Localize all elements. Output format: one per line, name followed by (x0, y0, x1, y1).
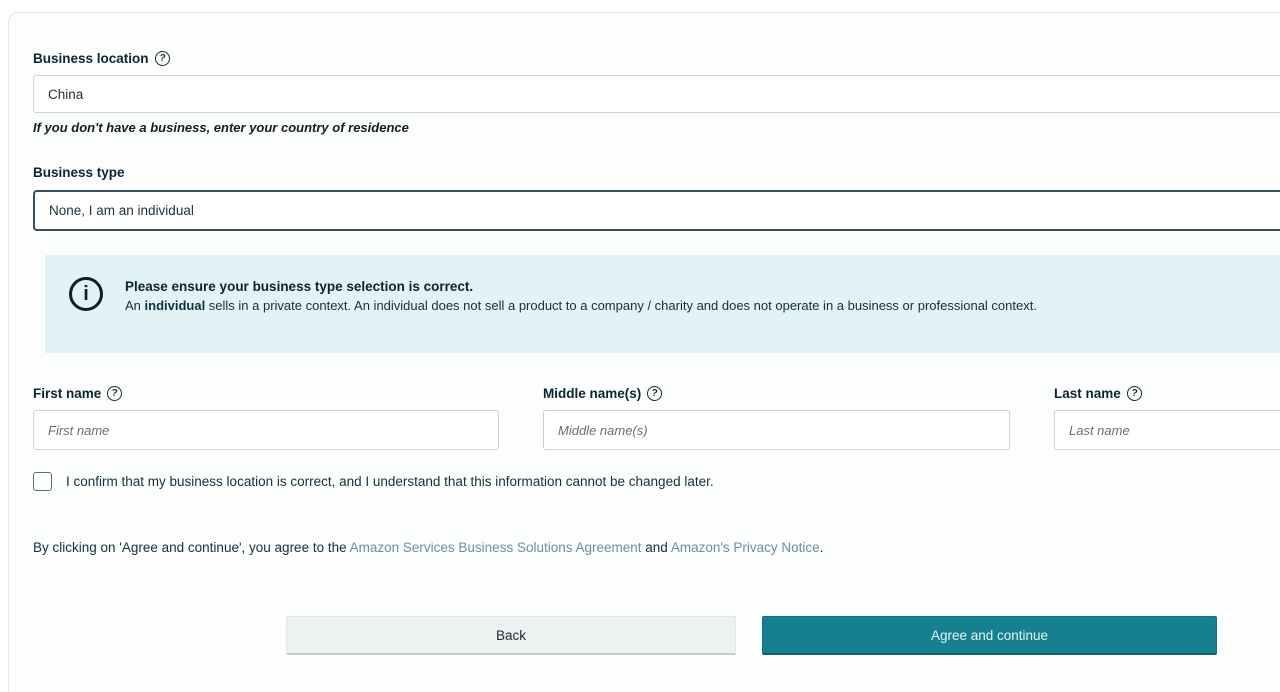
confirm-row: I confirm that my business location is c… (33, 472, 714, 491)
help-icon[interactable]: ? (106, 385, 124, 402)
registration-panel: Business location ? China If you don't h… (8, 12, 1280, 692)
info-banner-title: Please ensure your business type selecti… (125, 279, 474, 294)
help-icon[interactable]: ? (646, 385, 664, 402)
info-banner-body: An individual sells in a private context… (125, 298, 1037, 313)
last-name-input[interactable] (1054, 410, 1280, 450)
agreement-prefix: By clicking on 'Agree and continue', you… (33, 540, 350, 555)
first-name-label-text: First name (33, 386, 102, 401)
middle-name-label: Middle name(s) ? (543, 385, 1010, 402)
agreement-suffix: . (819, 540, 824, 555)
privacy-notice-link[interactable]: Amazon's Privacy Notice (670, 540, 820, 555)
confirm-checkbox-label: I confirm that my business location is c… (66, 474, 714, 489)
confirm-checkbox[interactable] (33, 472, 52, 491)
last-name-group: Last name ? (1054, 385, 1280, 450)
first-name-group: First name ? (33, 385, 499, 450)
info-body-bold: individual (144, 298, 206, 313)
back-button[interactable]: Back (286, 616, 736, 655)
info-body-prefix: An (125, 298, 145, 313)
middle-name-label-text: Middle name(s) (543, 386, 642, 401)
business-location-label-text: Business location (33, 51, 149, 66)
first-name-input[interactable] (33, 410, 499, 450)
agree-and-continue-button[interactable]: Agree and continue (762, 616, 1217, 655)
business-type-label: Business type (33, 165, 125, 180)
last-name-label: Last name ? (1054, 385, 1280, 402)
first-name-label: First name ? (33, 385, 499, 402)
business-location-label: Business location ? (33, 50, 171, 67)
info-banner: i Please ensure your business type selec… (45, 255, 1280, 353)
info-icon: i (69, 277, 103, 311)
info-body-rest: sells in a private context. An individua… (205, 298, 1037, 313)
business-solutions-agreement-link[interactable]: Amazon Services Business Solutions Agree… (349, 540, 642, 555)
middle-name-input[interactable] (543, 410, 1010, 450)
business-type-label-text: Business type (33, 165, 125, 180)
business-type-select[interactable]: None, I am an individual (33, 190, 1280, 231)
business-location-value: China (48, 86, 84, 102)
business-location-select[interactable]: China (33, 75, 1280, 113)
button-row: Back Agree and continue (286, 616, 1217, 655)
business-location-note: If you don't have a business, enter your… (33, 120, 409, 135)
help-icon[interactable]: ? (1125, 385, 1143, 402)
last-name-label-text: Last name (1054, 386, 1121, 401)
help-icon[interactable]: ? (153, 50, 171, 67)
agreement-text: By clicking on 'Agree and continue', you… (33, 540, 823, 555)
middle-name-group: Middle name(s) ? (543, 385, 1010, 450)
name-fields-row: First name ? Middle name(s) ? Last name … (33, 385, 1280, 450)
agreement-connector: and (641, 540, 671, 555)
business-type-value: None, I am an individual (49, 203, 194, 218)
